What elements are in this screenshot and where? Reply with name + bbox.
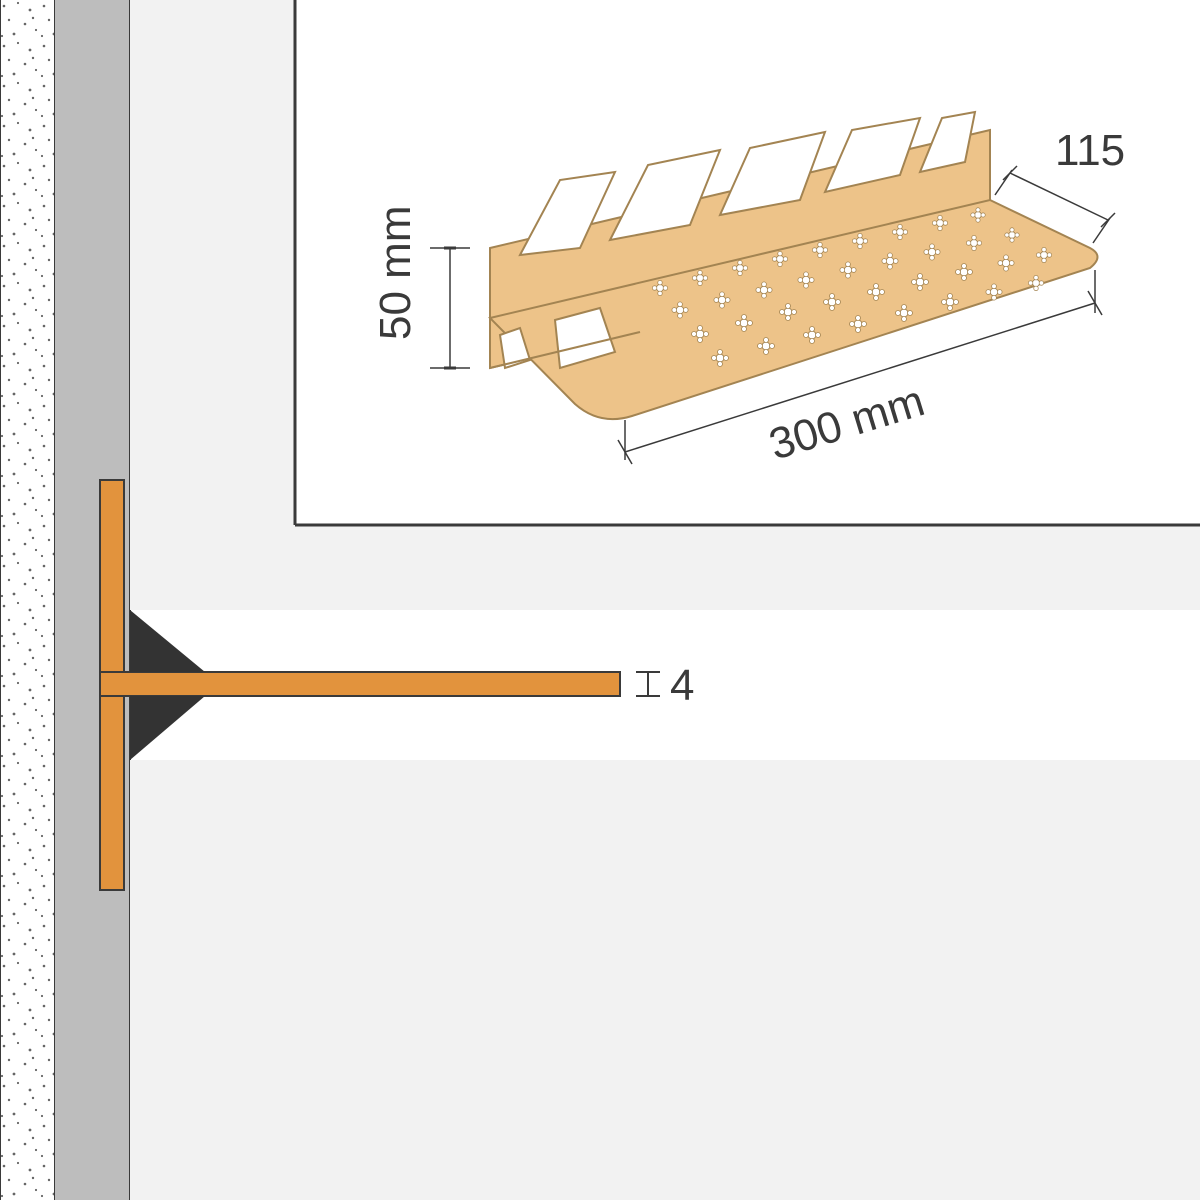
inset-panel: 50 mm 300 mm 1: [295, 0, 1200, 525]
thickness-dimension: 4: [636, 661, 694, 710]
thickness-label: 4: [670, 661, 694, 710]
shelf-diagram: 4: [0, 0, 1200, 1200]
height-label: 50 mm: [371, 206, 420, 340]
depth-label: 115: [1055, 126, 1125, 175]
